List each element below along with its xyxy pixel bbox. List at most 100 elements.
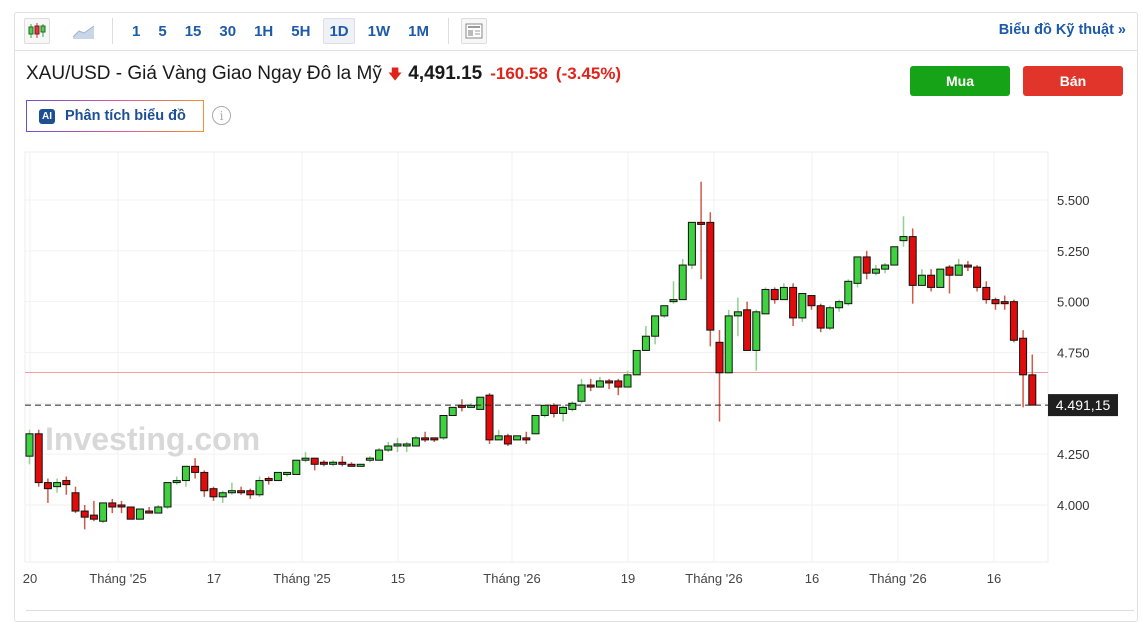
price-change: -160.58	[490, 64, 548, 83]
candle	[614, 378, 623, 396]
candle-body	[246, 490, 255, 496]
candle	[779, 283, 788, 301]
timeframe-1w[interactable]: 1W	[367, 22, 391, 40]
x-tick-label: Tháng '25	[273, 571, 330, 586]
candle-body	[172, 480, 181, 484]
candle	[301, 452, 310, 463]
candle	[467, 403, 476, 408]
x-tick-label: 16	[987, 571, 1001, 586]
candle-body	[402, 443, 411, 447]
timeframe-30[interactable]: 30	[219, 22, 237, 40]
candle-body	[927, 274, 936, 288]
candle	[733, 297, 742, 337]
candle	[200, 470, 209, 497]
candle	[1028, 354, 1037, 406]
candle	[973, 265, 982, 292]
candle	[1000, 295, 1009, 310]
candle	[706, 212, 715, 347]
timeframe-1m[interactable]: 1M	[408, 22, 429, 40]
candle-body	[540, 404, 549, 416]
candle	[62, 476, 71, 495]
instrument-header: XAU/USD - Giá Vàng Giao Ngay Đô la Mỹ 🡇 …	[26, 63, 621, 88]
candle-body	[559, 406, 568, 414]
candle-body	[936, 268, 945, 288]
candle	[761, 287, 770, 315]
candle-body	[154, 506, 163, 514]
candle	[982, 281, 991, 304]
candle	[789, 283, 798, 327]
info-icon[interactable]: i	[212, 106, 231, 125]
candle-body	[1028, 374, 1037, 406]
candle	[347, 462, 356, 467]
candle-body	[319, 461, 328, 465]
candle	[172, 476, 181, 485]
candle-body	[338, 461, 347, 465]
candle-body	[421, 437, 430, 441]
candle-body	[108, 502, 117, 508]
area-chart-icon[interactable]	[72, 21, 96, 41]
arrow-down-icon: 🡇	[387, 66, 403, 82]
candle-body	[181, 465, 190, 482]
candle-body	[89, 514, 98, 520]
ai-chart-analysis-button[interactable]: AI Phân tích biểu đồ	[26, 100, 204, 132]
candle	[393, 437, 402, 453]
x-tick-label: Tháng '25	[89, 571, 146, 586]
candle	[890, 246, 899, 266]
buy-button[interactable]: Mua	[910, 66, 1010, 96]
candle	[439, 414, 448, 440]
candle-body	[283, 471, 292, 475]
candle-body	[1019, 337, 1028, 376]
candle	[632, 349, 641, 376]
candle-body	[890, 246, 899, 266]
candle-body	[770, 288, 779, 301]
candle-body	[476, 396, 485, 410]
candle-body	[669, 299, 678, 303]
last-price: 4,491.15	[408, 63, 483, 84]
candle-body	[393, 443, 402, 447]
timeframe-1h[interactable]: 1H	[254, 22, 274, 40]
timeframe-15[interactable]: 15	[184, 22, 202, 40]
investing-watermark: Investing.com	[45, 421, 260, 457]
candle-body	[945, 266, 954, 276]
candle-body	[503, 435, 512, 445]
candle	[154, 504, 163, 514]
candlestick-icon[interactable]	[24, 18, 50, 44]
timeframe-1[interactable]: 1	[132, 22, 141, 40]
candle	[283, 471, 292, 477]
candle	[457, 399, 466, 412]
timeframe-5h[interactable]: 5H	[291, 22, 311, 40]
candle-body	[761, 288, 770, 315]
candle	[577, 378, 586, 404]
candle-body	[34, 433, 43, 484]
candle-body	[513, 435, 522, 441]
candle-body	[816, 305, 825, 329]
candle-body	[448, 406, 457, 416]
candle-body	[485, 394, 494, 441]
timeframe-5[interactable]: 5	[158, 22, 167, 40]
candle-body	[99, 502, 108, 522]
candle	[522, 431, 531, 444]
candle	[807, 295, 816, 310]
candle	[559, 405, 568, 422]
sell-button[interactable]: Bán	[1023, 66, 1123, 96]
candle	[954, 258, 963, 276]
candle	[80, 504, 89, 530]
x-tick-label: Tháng '26	[685, 571, 742, 586]
timeframe-1d[interactable]: 1D	[323, 18, 355, 44]
candle-body	[844, 280, 853, 305]
candle-body	[678, 264, 687, 301]
candle-body	[881, 264, 890, 270]
y-tick-label: 4.250	[1057, 447, 1090, 462]
candle	[835, 299, 844, 312]
candle	[163, 482, 172, 510]
candle-body	[356, 463, 365, 467]
candle-body	[494, 435, 503, 441]
candle	[34, 429, 43, 487]
candle	[641, 326, 650, 351]
technical-chart-link[interactable]: Biểu đồ Kỹ thuật »	[998, 22, 1126, 38]
candle	[991, 297, 1000, 310]
y-tick-label: 5.250	[1057, 244, 1090, 259]
candle	[292, 459, 301, 475]
news-layout-icon[interactable]	[460, 18, 487, 44]
